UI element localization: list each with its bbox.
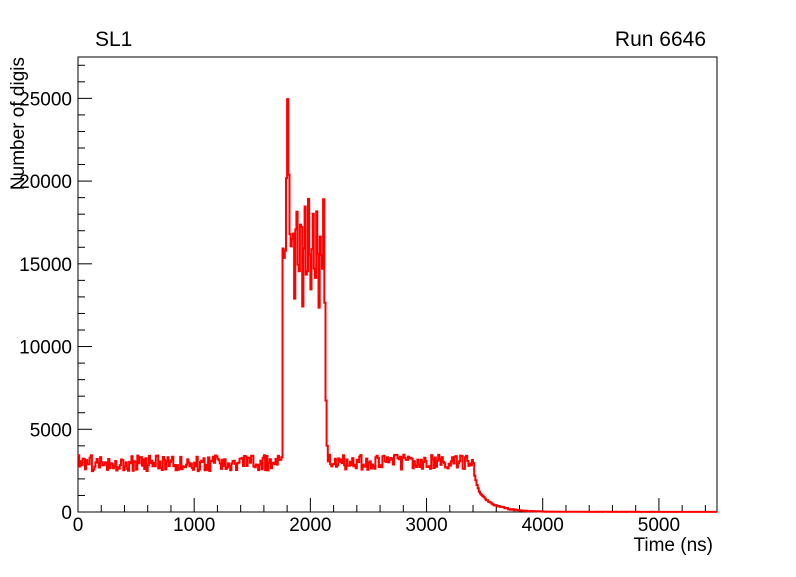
y-tick-label: 0 <box>61 503 72 524</box>
y-tick-label: 5000 <box>30 420 72 441</box>
x-tick-label: 1000 <box>173 515 215 536</box>
y-axis-title: Number of digis <box>8 57 29 190</box>
x-tick-label: 4000 <box>522 515 564 536</box>
x-tick-label: 2000 <box>289 515 331 536</box>
y-tick-label: 15000 <box>19 255 72 276</box>
x-axis-title: Time (ns) <box>633 535 713 556</box>
histogram-curve-layer <box>78 98 717 513</box>
x-tick-label: 0 <box>73 515 84 536</box>
y-tick-label: 20000 <box>19 172 72 193</box>
y-tick-label: 10000 <box>19 338 72 359</box>
plot-frame <box>77 56 718 513</box>
x-tick-label: 3000 <box>405 515 447 536</box>
plot-title: SL1 <box>95 28 132 51</box>
axis-ticks <box>77 64 706 513</box>
x-axis-tick-labels: 0 1000 2000 3000 4000 5000 <box>73 515 680 536</box>
histogram-curve <box>78 98 717 513</box>
x-tick-label: 5000 <box>638 515 680 536</box>
y-tick-label: 25000 <box>19 89 72 110</box>
run-number-label: Run 6646 <box>615 28 706 51</box>
y-axis-tick-labels: 0 5000 10000 15000 20000 25000 <box>19 89 72 524</box>
frame-rect <box>77 56 718 513</box>
